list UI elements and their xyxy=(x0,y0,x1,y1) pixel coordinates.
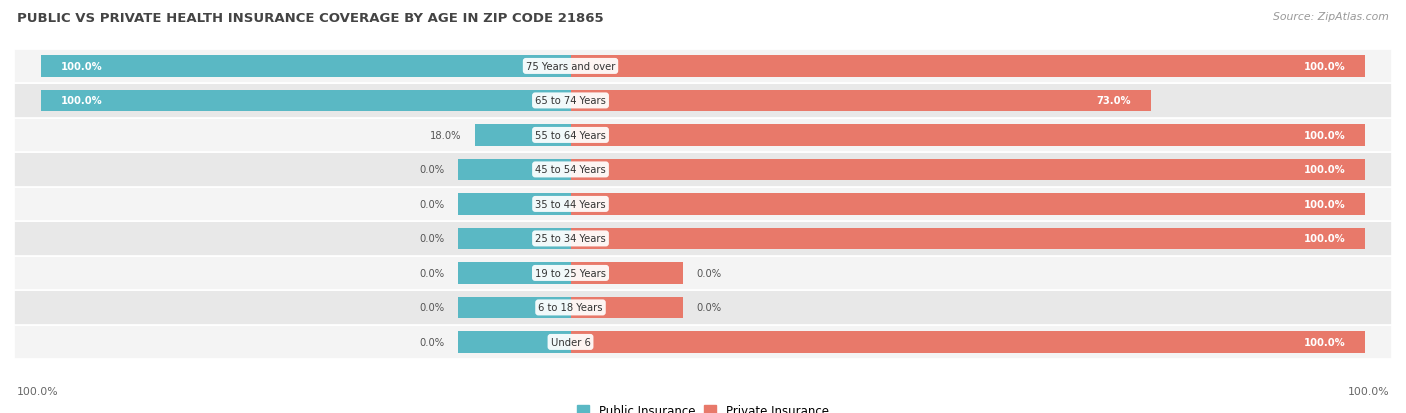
Text: 19 to 25 Years: 19 to 25 Years xyxy=(536,268,606,278)
Bar xyxy=(458,331,571,353)
Bar xyxy=(571,331,1365,353)
Bar xyxy=(571,159,1365,181)
Text: 100.0%: 100.0% xyxy=(1303,165,1346,175)
Text: 100.0%: 100.0% xyxy=(1303,62,1346,72)
Text: 100.0%: 100.0% xyxy=(1347,387,1389,396)
Text: 73.0%: 73.0% xyxy=(1097,96,1130,106)
Bar xyxy=(571,90,1152,112)
Text: Under 6: Under 6 xyxy=(551,337,591,347)
Text: 25 to 34 Years: 25 to 34 Years xyxy=(536,234,606,244)
Text: 55 to 64 Years: 55 to 64 Years xyxy=(536,131,606,140)
Bar xyxy=(458,263,571,284)
Text: 75 Years and over: 75 Years and over xyxy=(526,62,616,72)
Bar xyxy=(14,222,1392,256)
Bar xyxy=(14,84,1392,119)
Text: 0.0%: 0.0% xyxy=(419,165,444,175)
Text: 0.0%: 0.0% xyxy=(696,268,721,278)
Bar xyxy=(571,125,1365,146)
Text: 0.0%: 0.0% xyxy=(419,337,444,347)
Text: 65 to 74 Years: 65 to 74 Years xyxy=(536,96,606,106)
Bar xyxy=(14,187,1392,222)
Text: 18.0%: 18.0% xyxy=(430,131,463,140)
Bar xyxy=(458,297,571,318)
Text: 100.0%: 100.0% xyxy=(1303,199,1346,209)
Text: 0.0%: 0.0% xyxy=(419,303,444,313)
Text: 100.0%: 100.0% xyxy=(17,387,59,396)
Bar xyxy=(458,228,571,249)
Legend: Public Insurance, Private Insurance: Public Insurance, Private Insurance xyxy=(572,399,834,413)
Bar xyxy=(14,119,1392,153)
Text: 100.0%: 100.0% xyxy=(60,62,103,72)
Bar xyxy=(14,290,1392,325)
Text: 0.0%: 0.0% xyxy=(419,234,444,244)
Text: 100.0%: 100.0% xyxy=(1303,234,1346,244)
Text: 0.0%: 0.0% xyxy=(419,199,444,209)
Bar xyxy=(571,228,1365,249)
Bar xyxy=(571,194,1365,215)
Bar xyxy=(14,256,1392,290)
Bar xyxy=(458,194,571,215)
Text: 35 to 44 Years: 35 to 44 Years xyxy=(536,199,606,209)
Bar xyxy=(41,90,571,112)
Bar xyxy=(14,153,1392,187)
Text: 0.0%: 0.0% xyxy=(696,303,721,313)
Bar xyxy=(14,325,1392,359)
Text: 100.0%: 100.0% xyxy=(60,96,103,106)
Text: 45 to 54 Years: 45 to 54 Years xyxy=(536,165,606,175)
Bar xyxy=(14,50,1392,84)
Bar xyxy=(41,56,571,78)
Text: 100.0%: 100.0% xyxy=(1303,131,1346,140)
Bar xyxy=(571,297,683,318)
Text: 6 to 18 Years: 6 to 18 Years xyxy=(538,303,603,313)
Text: Source: ZipAtlas.com: Source: ZipAtlas.com xyxy=(1274,12,1389,22)
Text: 100.0%: 100.0% xyxy=(1303,337,1346,347)
Text: PUBLIC VS PRIVATE HEALTH INSURANCE COVERAGE BY AGE IN ZIP CODE 21865: PUBLIC VS PRIVATE HEALTH INSURANCE COVER… xyxy=(17,12,603,25)
Text: 0.0%: 0.0% xyxy=(419,268,444,278)
Bar xyxy=(458,159,571,181)
Bar xyxy=(571,56,1365,78)
Bar xyxy=(571,263,683,284)
Bar xyxy=(475,125,571,146)
